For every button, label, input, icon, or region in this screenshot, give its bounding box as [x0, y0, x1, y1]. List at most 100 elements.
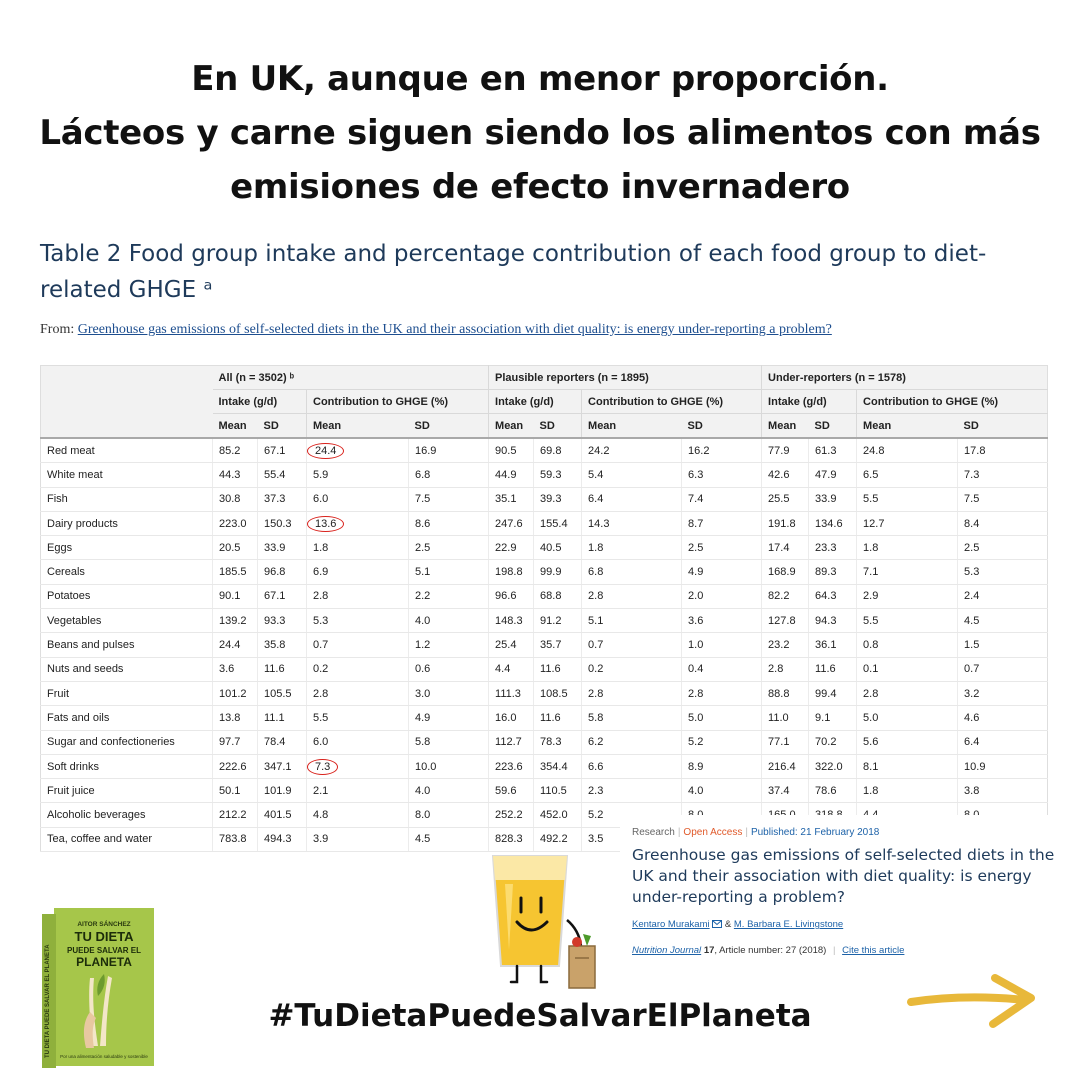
cell-intake-mean: 24.4 — [212, 632, 258, 658]
cell-ghge-mean: 5.5 — [856, 608, 958, 634]
cell-intake-sd: 94.3 — [808, 608, 857, 634]
cell-ghge-sd: 8.4 — [957, 511, 1048, 537]
cell-ghge-sd: 3.8 — [957, 778, 1048, 804]
table-row: Fish 30.8 37.3 6.0 7.5 35.1 39.3 6.4 7.4 25.5 33.9… — [40, 487, 1048, 512]
subheader-contribution: Contribution to GHGE (%) — [856, 389, 1048, 414]
table-row: Nuts and seeds 3.6 11.6 0.2 0.6 4.4 11.6 0.2 0.4… — [40, 657, 1048, 682]
cell-intake-sd: 401.5 — [257, 802, 307, 828]
cell-ghge-sd: 8.6 — [407, 511, 489, 537]
cell-ghge-mean: 6.0 — [306, 487, 409, 512]
stat-header-mean: Mean — [488, 413, 534, 439]
cell-intake-mean: 13.8 — [212, 705, 258, 731]
cell-intake-sd: 78.4 — [257, 730, 307, 755]
cell-intake-mean: 252.2 — [488, 802, 534, 828]
food-group-label: Sugar and confectioneries — [40, 730, 213, 755]
journal-link[interactable]: Nutrition Journal — [632, 945, 702, 956]
cell-intake-sd: 347.1 — [257, 754, 307, 780]
food-group-label: Vegetables — [40, 608, 213, 634]
cell-ghge-sd: 4.9 — [407, 705, 489, 731]
table-row: Eggs 20.5 33.9 1.8 2.5 22.9 40.5 1.8 2.5 17.4 23.3… — [40, 535, 1048, 561]
stat-header-mean: Mean — [306, 413, 409, 439]
stat-header-mean: Mean — [856, 413, 958, 439]
cell-ghge-mean: 1.8 — [306, 535, 409, 561]
cell-ghge-mean: 6.2 — [581, 730, 682, 755]
cell-ghge-mean: 2.1 — [306, 778, 409, 804]
table-row: Red meat 85.2 67.1 24.4 16.9 90.5 69.8 24.2 16.2… — [40, 438, 1048, 464]
cell-intake-sd: 9.1 — [808, 705, 857, 731]
food-group-label: White meat — [40, 462, 213, 488]
article-title: Greenhouse gas emissions of self-selecte… — [632, 846, 1055, 906]
cell-intake-sd: 33.9 — [257, 535, 307, 561]
cell-intake-sd: 69.8 — [533, 438, 582, 464]
cell-intake-sd: 494.3 — [257, 827, 307, 853]
header-group-row: All (n = 3502) ᵇ Plausible reporters (n … — [40, 365, 1048, 439]
book-cover-image: TU DIETA PUEDE SALVAR EL PLANETA AITOR S… — [42, 908, 154, 1068]
cell-ghge-sd: 4.5 — [407, 827, 489, 853]
cell-intake-sd: 105.5 — [257, 681, 307, 707]
source-article-link[interactable]: Greenhouse gas emissions of self-selecte… — [77, 322, 832, 337]
cell-ghge-mean: 2.8 — [306, 584, 409, 610]
cell-intake-mean: 223.6 — [488, 754, 534, 780]
cell-intake-sd: 39.3 — [533, 487, 582, 512]
cell-intake-mean: 88.8 — [761, 681, 809, 707]
cell-intake-mean: 23.2 — [761, 632, 809, 658]
table-row: Dairy products 223.0 150.3 13.6 8.6 247.6 155.… — [40, 511, 1048, 537]
cell-ghge-sd: 0.4 — [681, 657, 762, 682]
journal-line: Nutrition Journal 17, Article number: 27… — [632, 945, 905, 956]
cell-intake-sd: 78.6 — [808, 778, 857, 804]
article-authors: Kentaro Murakami & M. Barbara E. Livings… — [632, 919, 843, 930]
food-group-label: Soft drinks — [40, 754, 213, 780]
cell-intake-mean: 2.8 — [761, 657, 809, 682]
cell-ghge-mean: 0.7 — [581, 632, 682, 658]
cell-ghge-mean: 5.5 — [856, 487, 958, 512]
stat-header-sd: SD — [681, 413, 762, 439]
cell-intake-sd: 40.5 — [533, 535, 582, 561]
cell-intake-mean: 11.0 — [761, 705, 809, 731]
header-stat-row: Mean SD Mean SD Mean SD Mean SD Mean SD … — [41, 413, 1048, 439]
author-link-livingstone[interactable]: M. Barbara E. Livingstone — [733, 919, 844, 930]
cell-ghge-sd: 4.0 — [681, 778, 762, 804]
cell-ghge-mean: 2.8 — [306, 681, 409, 707]
food-group-label: Fish — [40, 487, 213, 512]
cell-ghge-mean: 0.1 — [856, 657, 958, 682]
cell-ghge-sd: 6.4 — [957, 730, 1048, 755]
cell-ghge-sd: 16.9 — [407, 438, 489, 464]
food-group-label: Potatoes — [40, 584, 213, 610]
cell-intake-sd: 134.6 — [808, 511, 857, 537]
cell-ghge-mean: 7.1 — [856, 559, 958, 585]
cell-ghge-sd: 7.4 — [681, 487, 762, 512]
from-line: From: Greenhouse gas emissions of self-s… — [40, 322, 1050, 338]
cell-intake-sd: 78.3 — [533, 730, 582, 755]
cell-ghge-sd: 2.2 — [407, 584, 489, 610]
cell-intake-mean: 212.2 — [212, 802, 258, 828]
food-group-label: Red meat — [40, 438, 213, 464]
cell-ghge-mean: 2.3 — [581, 778, 682, 804]
cell-ghge-mean: 5.5 — [306, 705, 409, 731]
cell-intake-sd: 322.0 — [808, 754, 857, 780]
cell-ghge-sd: 7.5 — [957, 487, 1048, 512]
cell-intake-sd: 35.7 — [533, 632, 582, 658]
cell-intake-sd: 11.6 — [533, 657, 582, 682]
cell-ghge-mean: 24.2 — [581, 438, 682, 464]
cell-intake-sd: 108.5 — [533, 681, 582, 707]
cell-intake-mean: 191.8 — [761, 511, 809, 537]
author-link-murakami[interactable]: Kentaro Murakami — [632, 919, 710, 930]
stat-header-mean: Mean — [761, 413, 809, 439]
email-icon[interactable] — [712, 920, 723, 929]
cell-intake-sd: 47.9 — [808, 462, 857, 488]
cell-ghge-sd: 4.5 — [957, 608, 1048, 634]
cell-ghge-sd: 3.2 — [957, 681, 1048, 707]
cell-intake-mean: 35.1 — [488, 487, 534, 512]
table-title: Table 2 Food group intake and percentage… — [40, 241, 987, 303]
cell-ghge-sd: 5.1 — [407, 559, 489, 585]
cell-intake-mean: 223.0 — [212, 511, 258, 537]
article-type-label: Research — [632, 827, 675, 838]
table-row: Cereals 185.5 96.8 6.9 5.1 198.8 99.9 6.8 4.9 168… — [40, 559, 1048, 585]
stat-header-sd: SD — [257, 413, 307, 439]
cell-ghge-sd: 5.3 — [957, 559, 1048, 585]
cell-intake-sd: 59.3 — [533, 462, 582, 488]
cite-article-link[interactable]: Cite this article — [842, 945, 905, 956]
stat-header-sd: SD — [957, 413, 1048, 439]
cell-intake-mean: 82.2 — [761, 584, 809, 610]
cell-ghge-sd: 7.3 — [957, 462, 1048, 488]
